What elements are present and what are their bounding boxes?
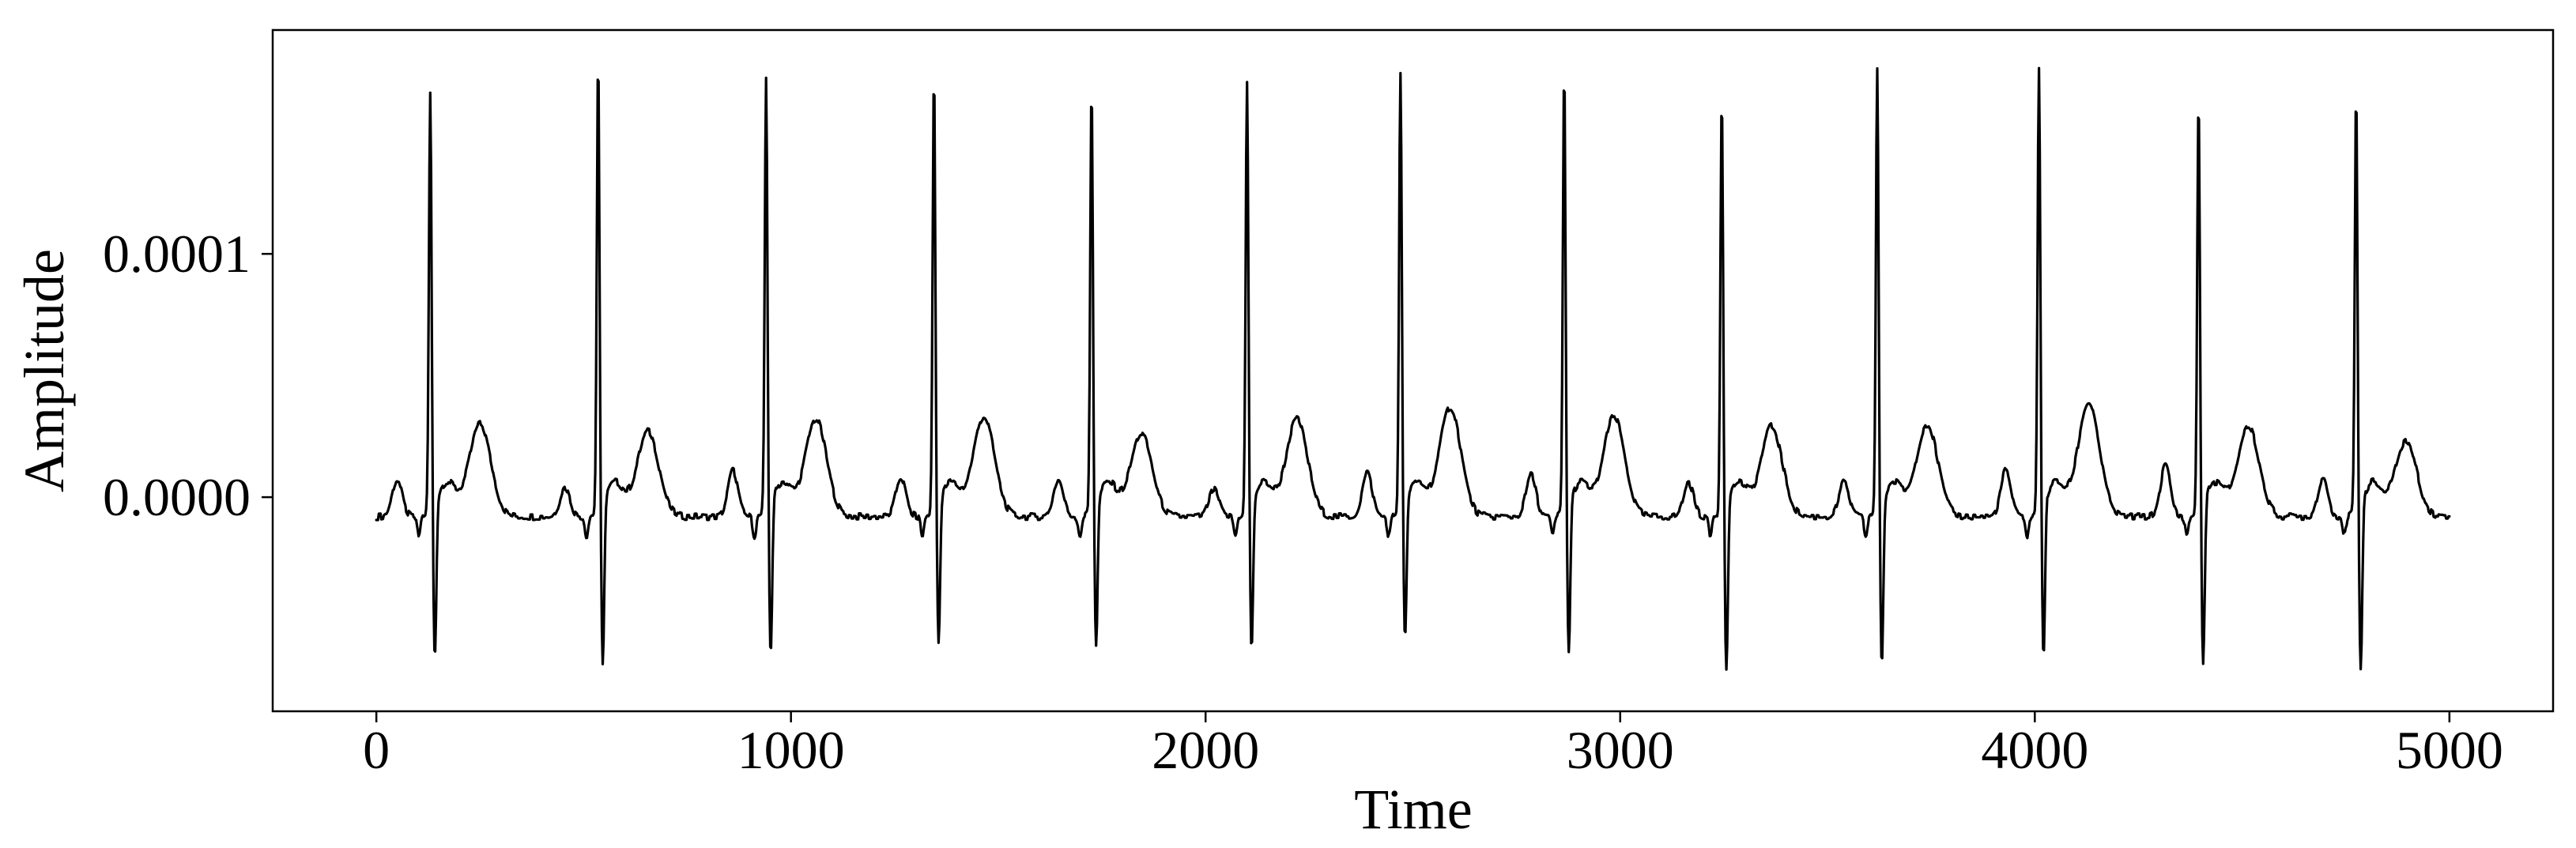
x-axis-title: Time xyxy=(1354,778,1472,841)
x-tick-label: 1000 xyxy=(737,720,845,780)
y-tick-label: 0.0000 xyxy=(103,467,251,527)
axis-ticks: 0 1000 2000 3000 4000 5000 0.0000 0.0001 xyxy=(103,224,2503,780)
x-tick-label: 3000 xyxy=(1567,720,1674,780)
ecg-series-line xyxy=(375,66,2451,671)
x-tick-label: 5000 xyxy=(2396,720,2503,780)
x-tick-label: 0 xyxy=(363,720,390,780)
y-axis-title: Amplitude xyxy=(13,249,76,492)
x-tick-label: 2000 xyxy=(1152,720,1259,780)
x-tick-label: 4000 xyxy=(1981,720,2088,780)
plot-frame xyxy=(271,28,2555,713)
series-layer xyxy=(375,66,2451,671)
y-tick-label: 0.0001 xyxy=(103,224,251,284)
